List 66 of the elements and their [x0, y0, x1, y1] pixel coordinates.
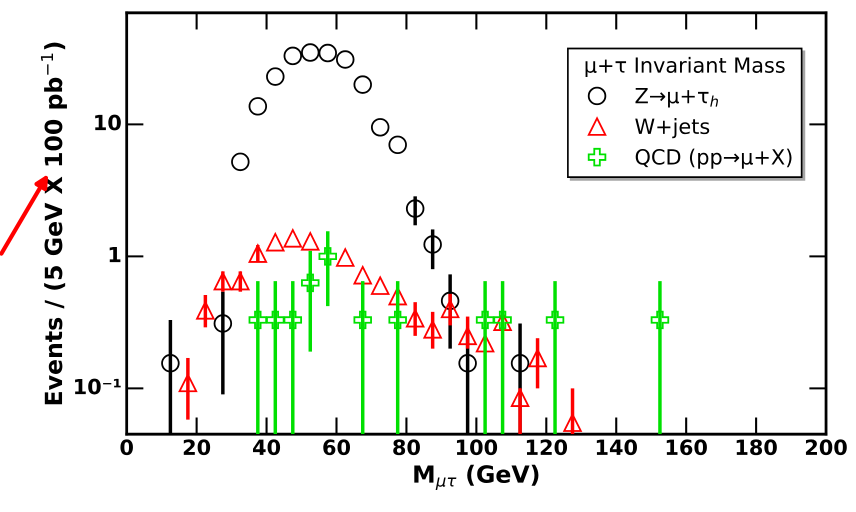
point	[284, 46, 302, 66]
x-tick-label: 140	[596, 439, 637, 456]
point	[510, 388, 530, 407]
point	[546, 310, 564, 330]
y-tick-label: 10⁻¹	[75, 378, 121, 394]
point	[423, 235, 442, 254]
point	[248, 244, 268, 263]
point	[336, 248, 354, 267]
point	[301, 274, 320, 292]
x-axis-title: M$_{μτ}$ (GeV)	[414, 464, 538, 490]
legend-title: μ+τ Invariant Mass	[586, 56, 785, 77]
point	[353, 75, 372, 94]
point	[650, 310, 670, 330]
point	[476, 334, 494, 352]
point	[266, 310, 285, 330]
point	[388, 136, 407, 154]
point	[266, 232, 285, 252]
legend-label: QCD (pp→μ+X)	[636, 148, 792, 169]
point	[510, 354, 530, 373]
x-tick-label: 80	[393, 439, 420, 456]
point	[248, 97, 268, 116]
x-tick-label: 60	[323, 439, 350, 456]
legend-label: Z→μ+τ$_{h}$	[635, 88, 718, 108]
point	[370, 276, 390, 295]
point	[231, 272, 250, 290]
point	[161, 354, 180, 373]
y-tick-label: 10	[95, 114, 121, 130]
x-tick-label: 20	[184, 439, 210, 456]
point	[406, 308, 424, 328]
point	[248, 310, 268, 330]
point	[458, 326, 477, 346]
x-tick-label: 40	[253, 439, 280, 456]
point	[336, 50, 354, 69]
point	[563, 413, 582, 432]
point	[528, 348, 547, 368]
point	[388, 286, 407, 306]
x-tick-label: 160	[666, 439, 707, 456]
point	[284, 229, 302, 248]
point	[214, 314, 232, 333]
x-tick-label: 200	[806, 439, 847, 456]
point	[476, 310, 494, 330]
x-tick-label: 100	[456, 439, 498, 456]
x-tick-label: 180	[736, 439, 777, 456]
point	[301, 232, 320, 251]
point	[231, 152, 250, 172]
x-tick-label: 0	[120, 439, 133, 456]
point	[214, 272, 232, 290]
point	[178, 374, 198, 392]
point	[196, 301, 215, 320]
point	[388, 310, 407, 330]
point	[318, 247, 337, 266]
point	[423, 320, 442, 339]
point	[370, 118, 390, 137]
point	[406, 199, 424, 218]
point	[266, 67, 285, 86]
point	[284, 310, 302, 330]
point	[353, 310, 372, 330]
point	[440, 292, 460, 310]
point	[353, 266, 372, 284]
point	[458, 354, 477, 373]
x-tick-label: 120	[526, 439, 568, 456]
legend-label: W+jets	[635, 118, 710, 138]
point	[301, 43, 320, 62]
y-tick-label: 1	[110, 246, 120, 262]
point	[318, 44, 337, 62]
point	[440, 300, 460, 318]
